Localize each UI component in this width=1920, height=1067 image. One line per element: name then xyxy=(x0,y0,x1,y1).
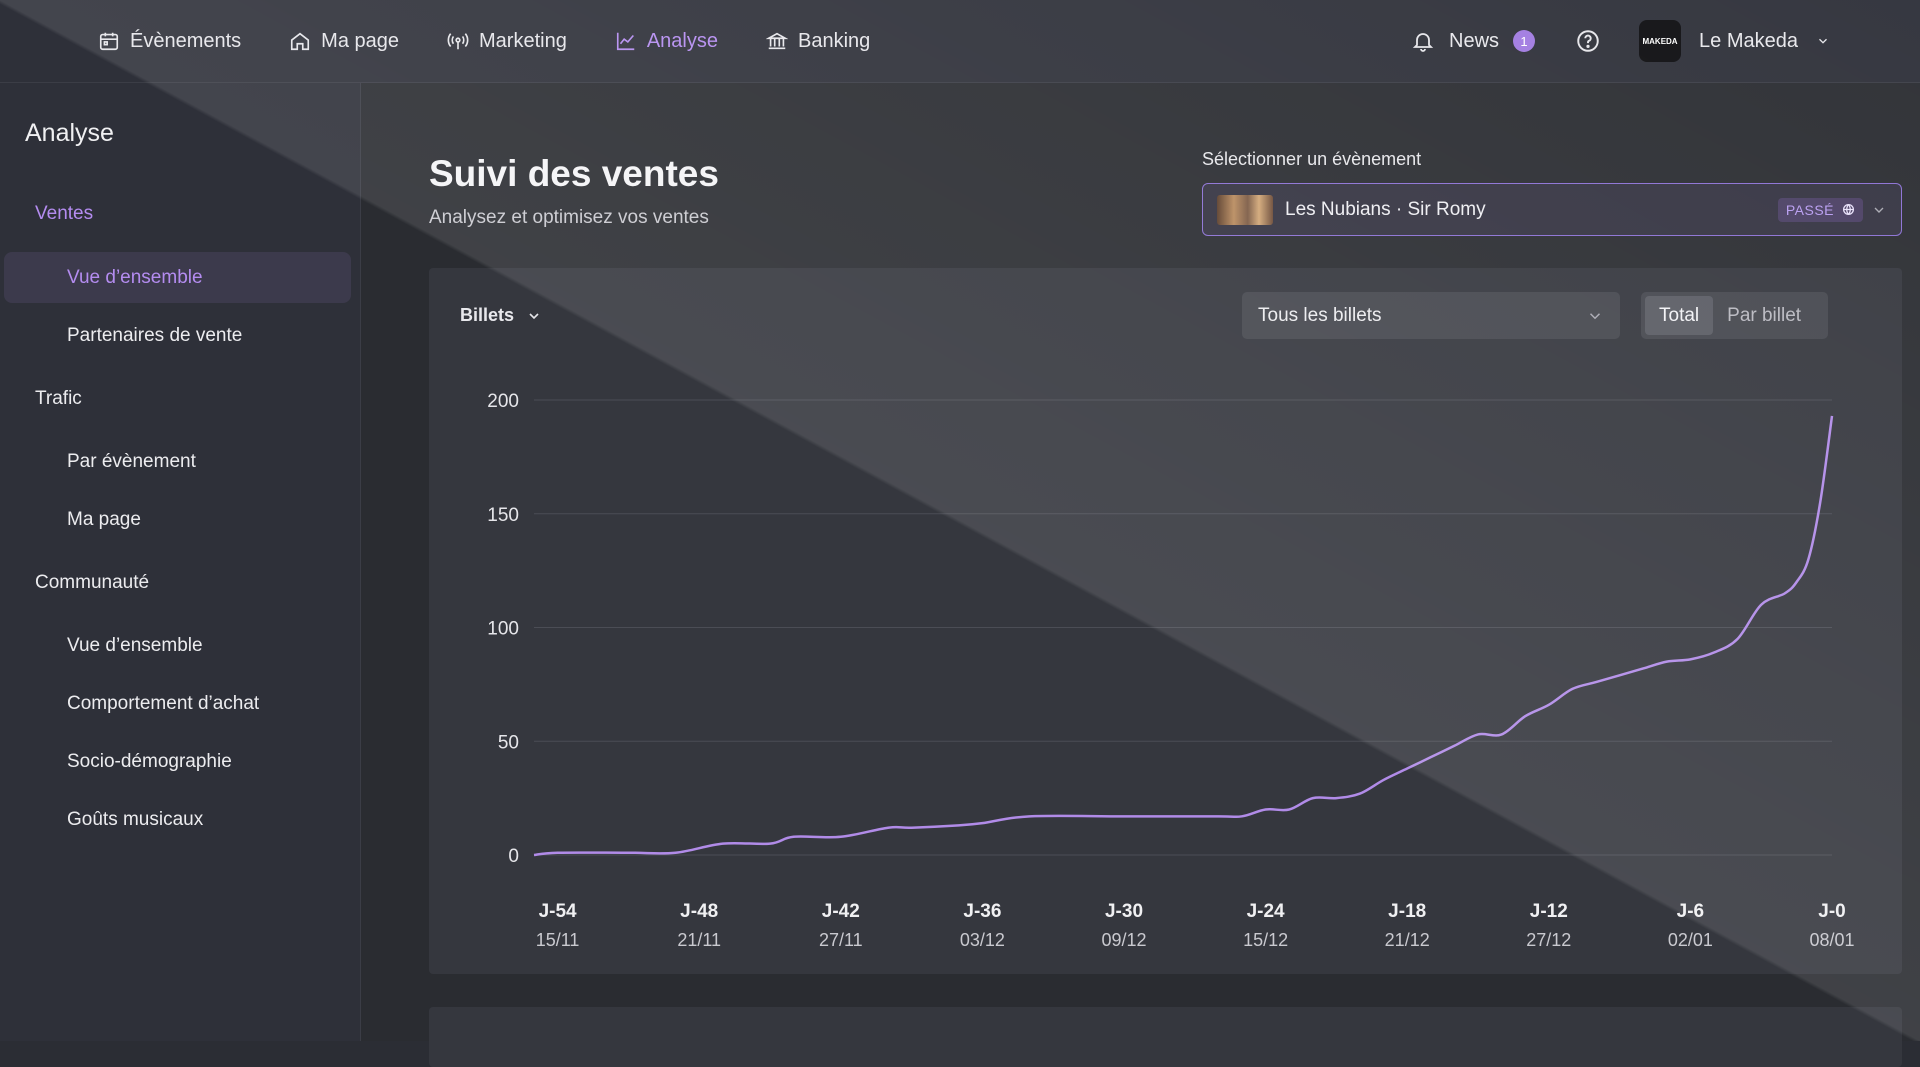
page-subtitle: Analysez et optimisez vos ventes xyxy=(429,207,709,228)
broadcast-icon xyxy=(447,33,469,50)
total-per-ticket-toggle: Total Par billet xyxy=(1641,292,1828,339)
account-menu[interactable]: MAKEDA Le Makeda xyxy=(1639,20,1830,62)
nav-item-banking[interactable]: Banking xyxy=(765,29,871,53)
page-title: Suivi des ventes xyxy=(429,153,719,194)
toggle-total-button[interactable]: Total xyxy=(1645,296,1714,335)
y-tick-label: 0 xyxy=(508,846,519,867)
x-tick-label: J-54 xyxy=(539,901,577,922)
nav-item-label: Marketing xyxy=(479,29,567,52)
x-tick-label: J-12 xyxy=(1530,901,1568,922)
y-tick-label: 200 xyxy=(487,391,519,412)
x-tick-date: 15/11 xyxy=(536,930,580,950)
secondary-card xyxy=(429,1007,1902,1067)
chevron-down-icon xyxy=(1874,207,1884,213)
home-icon xyxy=(291,32,310,51)
event-select[interactable]: Les Nubians · Sir Romy PASSÉ xyxy=(1202,183,1902,236)
ticket-filter-select[interactable]: Tous les billets xyxy=(1242,292,1620,339)
sidebar-item-ventes-overview[interactable]: Vue d’ensemble xyxy=(4,252,351,303)
metric-dropdown[interactable]: Billets xyxy=(460,305,542,326)
x-tick-date: 27/11 xyxy=(819,930,863,950)
x-tick-date: 21/11 xyxy=(677,930,721,950)
chart-line-icon xyxy=(616,32,635,51)
chevron-down-icon xyxy=(1819,38,1827,44)
x-tick-label: J-30 xyxy=(1105,901,1143,922)
sales-line-chart: 0 50 100 150 200 J-54 15/11 J-48 21/11 J-42 27/11 J… xyxy=(487,391,1854,950)
news-button[interactable]: News 1 xyxy=(1411,29,1536,53)
event-select-label: Sélectionner un évènement xyxy=(1202,149,1422,169)
x-tick-date: 21/12 xyxy=(1385,930,1430,950)
account-name: Le Makeda xyxy=(1699,29,1798,52)
globe-icon xyxy=(1842,203,1855,216)
x-tick-label: J-24 xyxy=(1247,901,1285,922)
x-tick-label: J-42 xyxy=(822,901,860,922)
top-navigation-bar: Évènements Ma page Marketing Analyse Ban… xyxy=(0,0,1920,83)
x-tick-label: J-0 xyxy=(1818,901,1845,922)
sidebar-item-trafic-event[interactable]: Par évènement xyxy=(67,451,196,472)
x-tick-date: 15/12 xyxy=(1243,930,1288,950)
sidebar-title: Analyse xyxy=(25,119,114,147)
sidebar-item-comm-socio[interactable]: Socio-démographie xyxy=(67,751,232,772)
x-tick-date: 02/01 xyxy=(1668,930,1713,950)
bell-icon xyxy=(1412,33,1434,52)
x-tick-date: 03/12 xyxy=(960,930,1005,950)
nav-item-label: Évènements xyxy=(130,29,242,52)
sidebar-section-ventes[interactable]: Ventes xyxy=(35,203,94,224)
x-tick-label: J-48 xyxy=(680,901,718,922)
nav-item-evenements[interactable]: Évènements xyxy=(98,30,241,53)
news-count-badge: 1 xyxy=(1513,30,1536,52)
main-content: Suivi des ventes Analysez et optimisez v… xyxy=(361,83,1920,1067)
main-nav: Évènements Ma page Marketing Analyse Ban… xyxy=(98,30,918,53)
x-tick-label: J-18 xyxy=(1388,901,1426,922)
y-tick-label: 150 xyxy=(487,505,519,526)
toggle-per-ticket-button[interactable]: Par billet xyxy=(1727,304,1802,326)
sidebar-item-partners[interactable]: Partenaires de vente xyxy=(67,325,243,346)
sales-chart-card: Billets Tous les billets Total Par bille… xyxy=(429,268,1902,974)
sidebar-item-comm-behavior[interactable]: Comportement d’achat xyxy=(67,693,260,714)
nav-item-analyse[interactable]: Analyse xyxy=(615,30,718,53)
sales-series-line xyxy=(533,415,1834,857)
sidebar-section-trafic[interactable]: Trafic xyxy=(35,388,82,409)
y-tick-label: 100 xyxy=(487,619,519,640)
status-badge-label: PASSÉ xyxy=(1785,201,1834,218)
event-thumbnail xyxy=(1217,194,1273,225)
help-icon[interactable] xyxy=(1575,28,1601,54)
sidebar-item-comm-overview[interactable]: Vue d’ensemble xyxy=(67,635,203,656)
x-tick-label: J-6 xyxy=(1677,901,1704,922)
chevron-down-icon xyxy=(1589,312,1601,319)
nav-item-label: Analyse xyxy=(646,29,718,52)
x-tick-label: J-36 xyxy=(963,901,1001,922)
sidebar: Analyse Ventes Vue d’ensemble Partenaire… xyxy=(0,83,361,1041)
sidebar-item-comm-music[interactable]: Goûts musicaux xyxy=(67,809,204,830)
nav-item-marketing[interactable]: Marketing xyxy=(447,30,567,53)
x-tick-date: 27/12 xyxy=(1526,930,1571,950)
nav-item-label: Ma page xyxy=(321,29,400,52)
calendar-icon xyxy=(99,32,119,51)
nav-item-label: Banking xyxy=(797,29,871,52)
event-name: Les Nubians · Sir Romy xyxy=(1285,198,1486,220)
metric-label: Billets xyxy=(460,305,515,325)
news-label: News xyxy=(1449,29,1500,52)
nav-item-ma-page[interactable]: Ma page xyxy=(289,30,399,53)
bank-icon xyxy=(765,32,788,50)
chevron-down-icon xyxy=(529,312,539,319)
sidebar-item-trafic-page[interactable]: Ma page xyxy=(67,509,141,530)
x-tick-date: 09/12 xyxy=(1101,930,1146,950)
sidebar-section-communaute[interactable]: Communauté xyxy=(35,572,150,593)
x-tick-date: 08/01 xyxy=(1809,930,1854,950)
status-badge: PASSÉ xyxy=(1777,197,1863,222)
avatar: MAKEDA xyxy=(1639,20,1682,62)
ticket-filter-value: Tous les billets xyxy=(1258,304,1382,326)
top-right-controls: News 1 MAKEDA Le Makeda xyxy=(1411,20,1830,62)
y-tick-label: 50 xyxy=(498,732,519,753)
